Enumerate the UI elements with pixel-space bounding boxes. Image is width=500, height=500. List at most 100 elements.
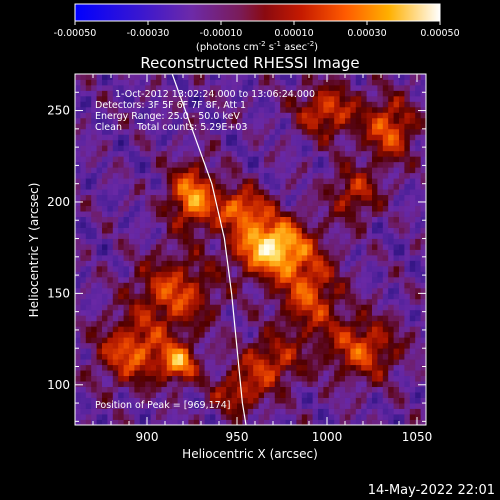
heatmap-cell — [350, 150, 357, 157]
heatmap-cell — [118, 265, 124, 272]
heatmap-cell — [420, 359, 426, 366]
heatmap-cell — [312, 222, 319, 228]
heatmap-cell — [420, 128, 426, 135]
heatmap-cell — [123, 123, 130, 130]
heatmap-cell — [274, 244, 281, 250]
heatmap-cell — [96, 414, 103, 420]
heatmap-cell — [258, 276, 265, 283]
heatmap-cell — [372, 392, 378, 398]
heatmap-cell — [247, 106, 254, 113]
heatmap-cell — [204, 79, 211, 86]
heatmap-cell — [139, 276, 146, 283]
heatmap-cell — [199, 342, 205, 349]
heatmap-cell — [312, 326, 319, 333]
heatmap-cell — [80, 320, 87, 327]
heatmap-cell — [258, 74, 265, 80]
heatmap-cell — [150, 112, 157, 119]
heatmap-cell — [258, 375, 265, 382]
heatmap-cell — [188, 95, 195, 102]
heatmap-cell — [361, 79, 367, 86]
heatmap-cell — [118, 112, 124, 119]
heatmap-cell — [150, 419, 157, 425]
heatmap-cell — [366, 84, 373, 91]
heatmap-cell — [220, 381, 227, 388]
heatmap-cell — [199, 331, 205, 338]
heatmap-cell — [150, 271, 157, 278]
heatmap-cell — [382, 408, 389, 415]
heatmap-cell — [96, 287, 103, 294]
heatmap-cell — [399, 397, 405, 404]
heatmap-cell — [388, 364, 394, 371]
heatmap-cell — [193, 403, 200, 409]
heatmap-cell — [145, 84, 151, 91]
heatmap-cell — [312, 134, 319, 141]
heatmap-cell — [193, 249, 200, 256]
heatmap-cell — [420, 79, 426, 86]
heatmap-cell — [415, 183, 421, 190]
heatmap-cell — [96, 117, 103, 124]
heatmap-cell — [112, 238, 119, 245]
heatmap-cell — [323, 293, 330, 300]
heatmap-cell — [85, 320, 92, 327]
heatmap-cell — [237, 167, 243, 174]
heatmap-cell — [296, 205, 303, 212]
heatmap-cell — [323, 139, 330, 146]
heatmap-cell — [96, 123, 103, 130]
heatmap-cell — [226, 117, 232, 124]
heatmap-cell — [345, 139, 351, 146]
heatmap-cell — [139, 287, 146, 294]
heatmap-cell — [150, 134, 157, 141]
heatmap-cell — [183, 128, 189, 135]
heatmap-cell — [258, 370, 265, 377]
heatmap-cell — [107, 326, 114, 333]
heatmap-cell — [237, 172, 243, 179]
heatmap-cell — [161, 244, 168, 250]
heatmap-cell — [237, 112, 243, 119]
heatmap-cell — [264, 315, 270, 322]
heatmap-cell — [355, 249, 362, 256]
heatmap-cell — [361, 381, 367, 388]
heatmap-cell — [188, 106, 195, 113]
heatmap-cell — [193, 304, 200, 311]
heatmap-cell — [129, 128, 135, 135]
heatmap-cell — [204, 205, 211, 212]
heatmap-cell — [204, 309, 211, 316]
heatmap-cell — [264, 370, 270, 377]
heatmap-cell — [166, 392, 173, 398]
heatmap-cell — [134, 386, 141, 393]
heatmap-cell — [399, 381, 405, 388]
heatmap-cell — [318, 156, 324, 163]
heatmap-cell — [199, 216, 205, 223]
heatmap-cell — [107, 189, 114, 196]
heatmap-cell — [274, 134, 281, 141]
heatmap-cell — [345, 293, 351, 300]
heatmap-cell — [345, 397, 351, 404]
heatmap-cell — [80, 397, 87, 404]
heatmap-cell — [112, 397, 119, 404]
heatmap-cell — [296, 123, 303, 130]
heatmap-cell — [253, 90, 259, 97]
heatmap-cell — [102, 84, 108, 91]
heatmap-cell — [139, 233, 146, 239]
heatmap-cell — [366, 304, 373, 311]
heatmap-cell — [134, 200, 141, 207]
heatmap-cell — [247, 134, 254, 141]
heatmap-cell — [161, 414, 168, 420]
heatmap-cell — [318, 309, 324, 316]
heatmap-cell — [318, 282, 324, 289]
heatmap-cell — [328, 326, 335, 333]
heatmap-cell — [409, 397, 416, 404]
heatmap-cell — [334, 238, 340, 245]
heatmap-cell — [75, 145, 81, 152]
heatmap-cell — [366, 364, 373, 371]
heatmap-cell — [307, 282, 313, 289]
heatmap-cell — [372, 298, 378, 305]
heatmap-cell — [247, 353, 254, 360]
heatmap-cell — [102, 145, 108, 152]
heatmap-cell — [210, 101, 216, 108]
heatmap-cell — [112, 348, 119, 355]
heatmap-cell — [215, 348, 222, 355]
heatmap-cell — [193, 326, 200, 333]
heatmap-cell — [399, 134, 405, 141]
heatmap-cell — [156, 189, 162, 196]
